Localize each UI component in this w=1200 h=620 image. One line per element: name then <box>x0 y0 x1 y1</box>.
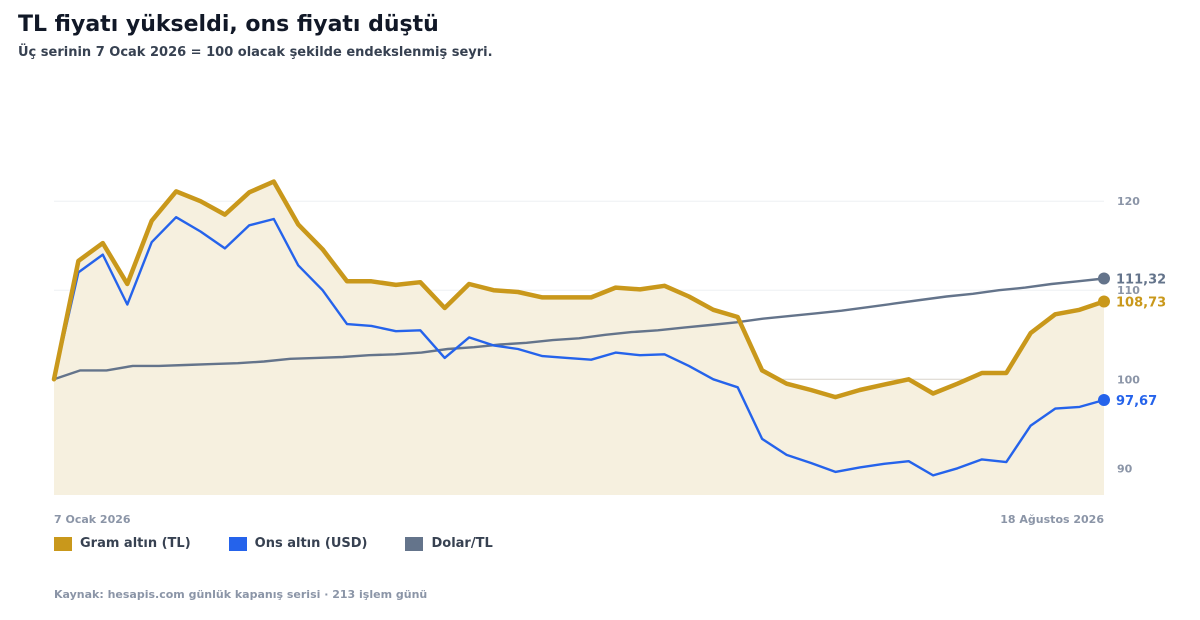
source-note: Kaynak: hesapis.com günlük kapanış seris… <box>54 588 428 601</box>
legend-swatch-ons-altin <box>228 536 247 551</box>
y-tick-label: 110 <box>1117 284 1140 297</box>
legend-label-ons-altin: Ons altın (USD) <box>254 536 368 551</box>
y-tick-label: 90 <box>1117 462 1133 475</box>
legend-item-ons-altin: Ons altın (USD) <box>228 536 368 551</box>
dolar-tl-end-label: 111,32 <box>1116 272 1166 287</box>
gram-altin-end-label: 108,73 <box>1116 296 1166 311</box>
legend: Gram altın (TL) Ons altın (USD) Dolar/TL <box>54 536 493 551</box>
legend-swatch-gram-altin <box>54 536 72 551</box>
dolar-tl-line <box>52 277 1106 381</box>
chart-title: TL fiyatı yükseldi, ons fiyatı düştü <box>18 12 439 37</box>
ons-altin-end-dot <box>1098 394 1110 407</box>
gram-altin-end-dot <box>1098 295 1110 308</box>
legend-item-gram-altin: Gram altın (TL) <box>54 536 191 551</box>
gram-altin-line <box>51 179 1107 400</box>
end-markers <box>1098 272 1110 407</box>
dolar-tl-end-dot <box>1098 272 1110 285</box>
series-lines <box>51 179 1107 477</box>
x-label-end: 18 Ağustos 2026 <box>1000 513 1104 526</box>
axis-labels: 90 100 110 120 111,32 97,67 108,73 7 Ocak 2026 1… <box>54 195 1166 526</box>
legend-label-dolar-tl: Dolar/TL <box>431 536 493 551</box>
legend-item-dolar-tl: Dolar/TL <box>405 536 493 551</box>
legend-swatch-dolar-tl <box>405 536 424 551</box>
y-tick-label: 120 <box>1117 195 1140 208</box>
x-label-start: 7 Ocak 2026 <box>54 513 131 526</box>
ons-altin-line <box>52 216 1106 477</box>
y-tick-label: 100 <box>1117 373 1140 386</box>
chart-subtitle: Üç serinin 7 Ocak 2026 = 100 olacak şeki… <box>18 45 493 60</box>
legend-label-gram-altin: Gram altın (TL) <box>80 536 191 551</box>
ons-altin-end-label: 97,67 <box>1116 394 1157 409</box>
